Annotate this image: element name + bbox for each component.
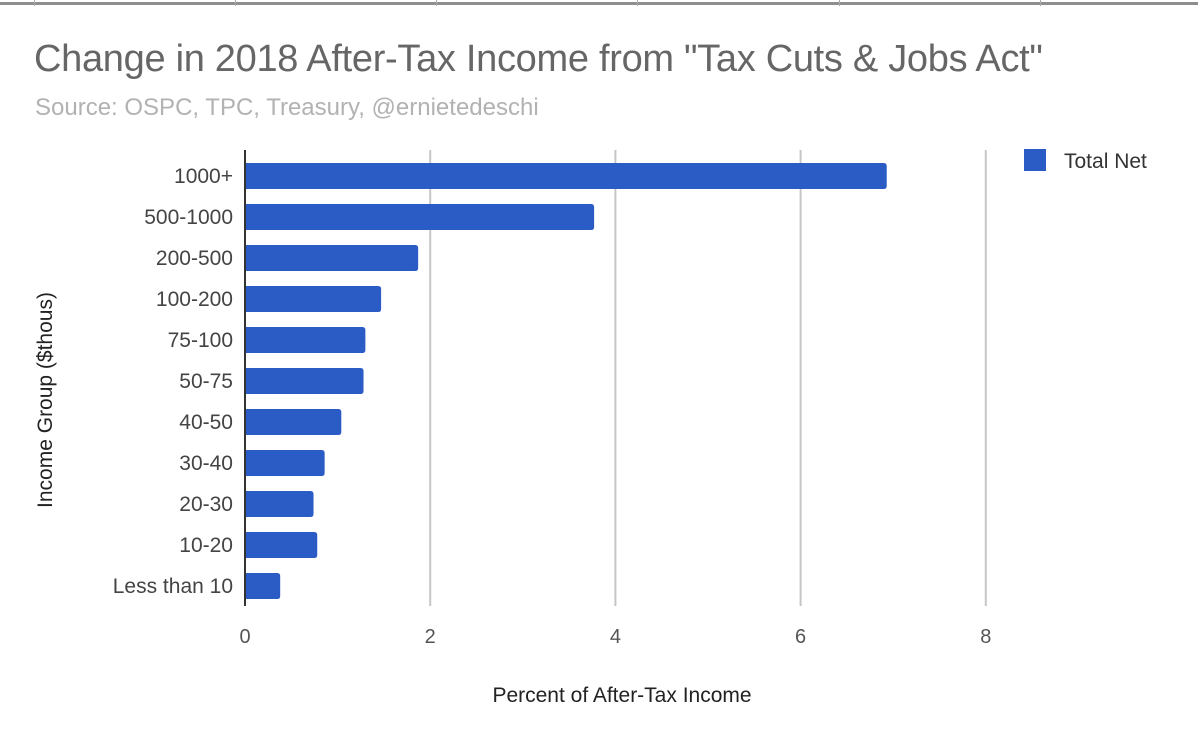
bar	[245, 409, 342, 435]
bar	[245, 532, 318, 558]
y-axis-label: Income Group ($thous)	[34, 292, 57, 508]
bar	[245, 245, 419, 271]
x-tick-label: 2	[425, 626, 436, 648]
sheet-border	[0, 2, 1198, 5]
bar	[245, 327, 366, 353]
category-label: 1000+	[174, 165, 233, 188]
bar	[245, 491, 314, 517]
sheet-column-tick	[235, 0, 236, 6]
category-label: 40-50	[179, 411, 233, 434]
x-tick-label: 6	[795, 626, 806, 648]
category-label: Less than 10	[113, 575, 233, 598]
category-label: 30-40	[179, 452, 233, 475]
category-label: 20-30	[179, 493, 233, 516]
bar	[245, 368, 364, 394]
legend-label: Total Net	[1064, 150, 1147, 173]
bar	[245, 286, 382, 312]
bar	[245, 204, 595, 230]
category-label: 500-1000	[144, 206, 233, 229]
sheet-column-tick	[839, 0, 840, 6]
legend: Total Net	[1024, 149, 1147, 173]
category-label: 200-500	[156, 247, 233, 270]
sheet-column-tick	[34, 0, 35, 6]
legend-swatch	[1024, 149, 1046, 171]
sheet-column-tick	[436, 0, 437, 6]
chart-subtitle: Source: OSPC, TPC, Treasury, @ernietedes…	[35, 94, 539, 121]
bar	[245, 450, 325, 476]
x-tick-label: 0	[239, 626, 250, 648]
chart-title: Change in 2018 After-Tax Income from "Ta…	[34, 38, 1043, 80]
x-tick-label: 4	[610, 626, 621, 648]
bar	[245, 163, 887, 189]
sheet-column-tick	[1040, 0, 1041, 6]
bar	[245, 573, 281, 599]
x-tick-label: 8	[980, 626, 991, 648]
category-label: 100-200	[156, 288, 233, 311]
category-label: 50-75	[179, 370, 233, 393]
x-axis-label: Percent of After-Tax Income	[492, 684, 751, 707]
category-label: 75-100	[168, 329, 233, 352]
sheet-column-tick	[637, 0, 638, 6]
category-label: 10-20	[179, 534, 233, 557]
